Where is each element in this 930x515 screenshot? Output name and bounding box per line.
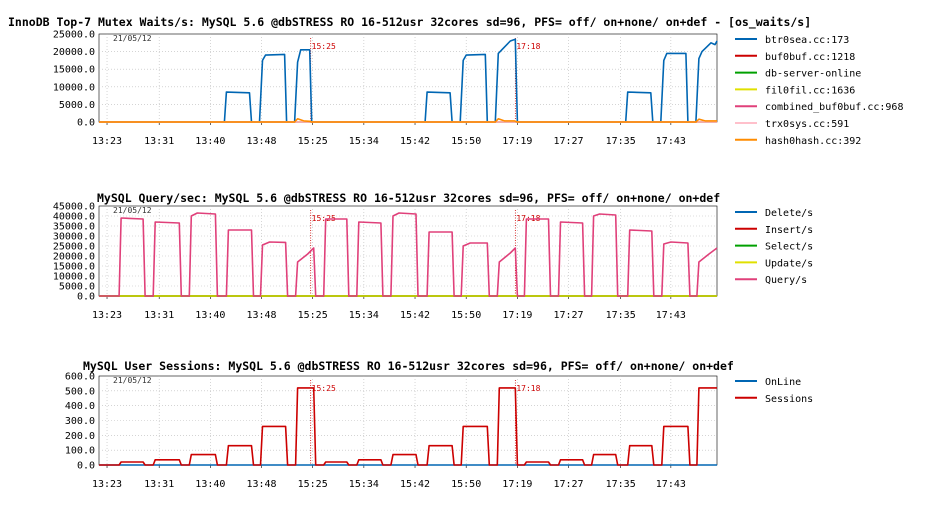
y-tick-label: 10000.0 xyxy=(53,82,95,93)
x-tick-label: 15:34 xyxy=(349,310,379,321)
legend-entry: combined_buf0buf.cc:968 xyxy=(765,102,903,113)
series-line xyxy=(99,387,717,466)
x-tick-label: 17:35 xyxy=(606,479,636,490)
x-tick-label: 15:50 xyxy=(451,310,481,321)
chart-panel-3: MySQL User Sessions: MySQL 5.6 @dbSTRESS… xyxy=(65,359,813,490)
x-tick-label: 17:19 xyxy=(502,479,532,490)
y-tick-label: 500.0 xyxy=(65,386,95,397)
series-line xyxy=(99,38,718,123)
chart-title: InnoDB Top-7 Mutex Waits/s: MySQL 5.6 @d… xyxy=(8,15,811,30)
x-tick-label: 15:34 xyxy=(349,136,379,147)
x-tick-label: 13:48 xyxy=(246,136,276,147)
x-tick-label: 13:23 xyxy=(92,479,122,490)
series-line xyxy=(99,118,717,123)
marker-label: 17:18 xyxy=(516,42,540,51)
x-tick-label: 17:43 xyxy=(656,136,686,147)
y-tick-label: 0.0 xyxy=(77,292,95,303)
marker-label: 15:25 xyxy=(312,384,336,393)
y-tick-label: 45000.0 xyxy=(53,202,95,213)
x-tick-label: 15:42 xyxy=(400,479,430,490)
y-tick-label: 5000.0 xyxy=(59,100,95,111)
marker-label: 17:18 xyxy=(516,384,540,393)
legend-entry: OnLine xyxy=(765,377,801,388)
y-tick-label: 300.0 xyxy=(65,416,95,427)
x-tick-label: 17:27 xyxy=(553,136,583,147)
x-tick-label: 15:25 xyxy=(298,310,328,321)
chart-title: MySQL Query/sec: MySQL 5.6 @dbSTRESS RO … xyxy=(97,191,720,205)
y-tick-label: 5000.0 xyxy=(59,282,95,293)
x-tick-label: 17:35 xyxy=(606,310,636,321)
y-tick-label: 35000.0 xyxy=(53,222,95,233)
y-tick-label: 40000.0 xyxy=(53,212,95,223)
legend-entry: fil0fil.cc:1636 xyxy=(765,85,855,96)
chart-panel-2: MySQL Query/sec: MySQL 5.6 @dbSTRESS RO … xyxy=(53,191,813,321)
y-tick-label: 25000.0 xyxy=(53,242,95,253)
y-tick-label: 100.0 xyxy=(65,446,95,457)
legend-entry: Insert/s xyxy=(765,225,813,236)
y-tick-label: 200.0 xyxy=(65,431,95,442)
x-tick-label: 17:27 xyxy=(553,310,583,321)
x-tick-label: 17:19 xyxy=(502,310,532,321)
plot-area xyxy=(98,205,718,297)
y-tick-label: 20000.0 xyxy=(53,47,95,58)
x-tick-label: 17:35 xyxy=(606,136,636,147)
legend-entry: db-server-online xyxy=(765,69,861,80)
legend-entry: btr0sea.cc:173 xyxy=(765,35,849,46)
x-tick-label: 13:31 xyxy=(144,310,174,321)
legend-entry: Sessions xyxy=(765,394,813,405)
legend-entry: Query/s xyxy=(765,275,807,286)
x-tick-label: 13:23 xyxy=(92,136,122,147)
x-tick-label: 15:50 xyxy=(451,136,481,147)
date-label: 21/05/12 xyxy=(113,34,152,43)
legend-entry: Delete/s xyxy=(765,208,813,219)
x-tick-label: 15:42 xyxy=(400,310,430,321)
x-tick-label: 15:50 xyxy=(451,479,481,490)
y-tick-label: 15000.0 xyxy=(53,262,95,273)
date-label: 21/05/12 xyxy=(113,376,152,385)
marker-label: 15:25 xyxy=(312,214,336,223)
chart-title: MySQL User Sessions: MySQL 5.6 @dbSTRESS… xyxy=(83,359,734,373)
y-tick-label: 0.0 xyxy=(77,118,95,129)
date-label: 21/05/12 xyxy=(113,206,152,215)
x-tick-label: 13:48 xyxy=(246,310,276,321)
x-tick-label: 15:42 xyxy=(400,136,430,147)
x-tick-label: 15:25 xyxy=(298,136,328,147)
y-tick-label: 600.0 xyxy=(65,372,95,383)
x-tick-label: 13:40 xyxy=(195,310,225,321)
x-tick-label: 13:40 xyxy=(195,136,225,147)
x-tick-label: 17:27 xyxy=(553,479,583,490)
y-tick-label: 25000.0 xyxy=(53,30,95,41)
chart-panel-1: InnoDB Top-7 Mutex Waits/s: MySQL 5.6 @d… xyxy=(8,15,903,147)
x-tick-label: 17:19 xyxy=(502,136,532,147)
x-tick-label: 13:48 xyxy=(246,479,276,490)
legend-entry: buf0buf.cc:1218 xyxy=(765,52,855,63)
x-tick-label: 13:40 xyxy=(195,479,225,490)
x-tick-label: 13:23 xyxy=(92,310,122,321)
plot-area xyxy=(98,33,718,123)
y-tick-label: 20000.0 xyxy=(53,252,95,263)
x-tick-label: 17:43 xyxy=(656,310,686,321)
series-line xyxy=(99,212,718,297)
legend-entry: Update/s xyxy=(765,258,813,269)
x-tick-label: 15:25 xyxy=(298,479,328,490)
y-tick-label: 0.0 xyxy=(77,461,95,472)
legend-entry: Select/s xyxy=(765,242,813,253)
x-tick-label: 17:43 xyxy=(656,479,686,490)
x-tick-label: 13:31 xyxy=(144,479,174,490)
legend-entry: trx0sys.cc:591 xyxy=(765,119,849,130)
x-tick-label: 13:31 xyxy=(144,136,174,147)
y-tick-label: 15000.0 xyxy=(53,65,95,76)
y-tick-label: 10000.0 xyxy=(53,272,95,283)
y-tick-label: 30000.0 xyxy=(53,232,95,243)
y-tick-label: 400.0 xyxy=(65,401,95,412)
marker-label: 15:25 xyxy=(312,42,336,51)
legend-entry: hash0hash.cc:392 xyxy=(765,136,861,147)
x-tick-label: 15:34 xyxy=(349,479,379,490)
